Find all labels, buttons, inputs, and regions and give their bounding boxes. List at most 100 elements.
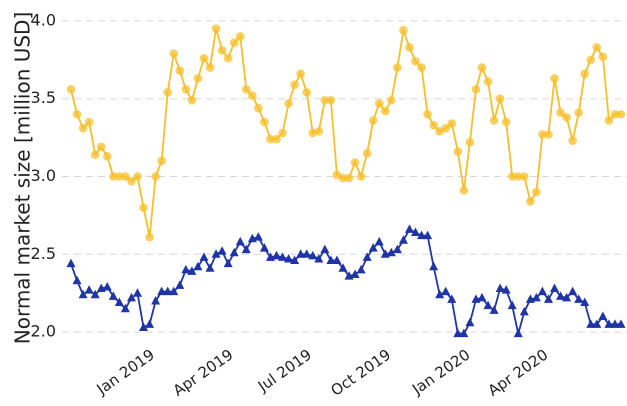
marker: [272, 134, 281, 144]
marker: [404, 224, 414, 233]
marker: [139, 203, 148, 212]
marker: [344, 173, 354, 183]
marker: [477, 63, 487, 72]
marker: [447, 119, 457, 128]
marker: [205, 63, 215, 72]
marker: [139, 322, 149, 331]
marker: [211, 24, 221, 33]
marker: [507, 172, 517, 181]
marker: [586, 319, 596, 328]
marker: [241, 85, 251, 94]
marker: [489, 116, 499, 125]
marker: [66, 85, 76, 94]
marker: [132, 288, 142, 297]
x-tick-label: Jul 2019: [254, 346, 315, 396]
marker: [284, 99, 293, 108]
marker: [199, 252, 209, 261]
marker: [362, 148, 372, 158]
marker: [423, 230, 433, 240]
marker: [175, 280, 185, 289]
marker: [169, 49, 179, 58]
marker: [465, 137, 475, 147]
marker: [483, 300, 493, 310]
x-tick-label: Apr 2019: [170, 346, 237, 400]
marker: [580, 69, 590, 79]
marker: [114, 297, 124, 307]
marker: [556, 291, 566, 300]
marker: [429, 261, 439, 271]
marker: [217, 246, 227, 255]
marker: [392, 244, 402, 254]
marker: [368, 243, 378, 252]
marker: [550, 283, 560, 293]
marker: [550, 74, 559, 83]
marker: [109, 172, 118, 181]
marker: [453, 328, 463, 338]
marker: [199, 53, 209, 63]
y-tick-label: 2.0: [31, 322, 56, 341]
marker: [235, 32, 245, 41]
marker: [229, 247, 239, 257]
marker: [465, 317, 475, 327]
marker: [290, 255, 300, 265]
marker: [102, 281, 112, 291]
marker: [96, 142, 106, 152]
marker: [175, 66, 185, 75]
y-tick-label: 3.0: [31, 166, 56, 185]
y-tick-label: 4.0: [31, 10, 56, 29]
marker: [489, 305, 499, 314]
marker: [417, 63, 426, 72]
marker: [84, 117, 94, 127]
marker: [260, 117, 269, 127]
marker: [320, 244, 330, 254]
marker: [102, 151, 112, 161]
marker: [411, 227, 421, 237]
marker: [278, 252, 288, 261]
marker: [411, 57, 420, 66]
marker: [235, 236, 245, 246]
y-tick-label: 2.5: [31, 244, 56, 263]
marker: [604, 116, 614, 125]
marker: [163, 88, 173, 97]
marker: [253, 232, 263, 241]
marker: [441, 123, 451, 133]
marker: [193, 261, 203, 271]
marker: [519, 306, 529, 316]
marker: [84, 285, 94, 294]
marker: [532, 187, 541, 197]
marker: [447, 294, 457, 303]
marker: [126, 292, 136, 302]
marker: [483, 77, 493, 86]
marker: [254, 103, 263, 113]
marker: [314, 253, 324, 263]
marker: [302, 249, 312, 258]
marker: [495, 94, 505, 103]
x-tick-label: Oct 2019: [327, 346, 394, 400]
marker: [181, 85, 191, 94]
marker: [145, 319, 155, 328]
marker: [151, 172, 160, 181]
marker: [362, 252, 372, 261]
marker: [568, 136, 577, 146]
marker: [66, 258, 76, 268]
marker: [374, 236, 384, 246]
marker: [531, 292, 541, 302]
marker: [604, 319, 614, 328]
marker: [169, 286, 179, 296]
x-tick-label: Jan 2020: [408, 346, 473, 399]
marker: [326, 95, 336, 105]
marker: [423, 109, 432, 119]
marker: [241, 244, 251, 254]
marker: [350, 158, 360, 167]
marker: [513, 328, 523, 338]
series-line: [70, 228, 621, 335]
marker: [562, 113, 571, 122]
marker: [429, 120, 438, 130]
x-tick-label: Apr 2020: [485, 346, 552, 400]
marker: [598, 311, 608, 321]
marker: [259, 243, 269, 252]
marker: [157, 156, 166, 166]
marker: [278, 128, 287, 138]
marker: [459, 186, 469, 195]
marker: [108, 291, 118, 300]
